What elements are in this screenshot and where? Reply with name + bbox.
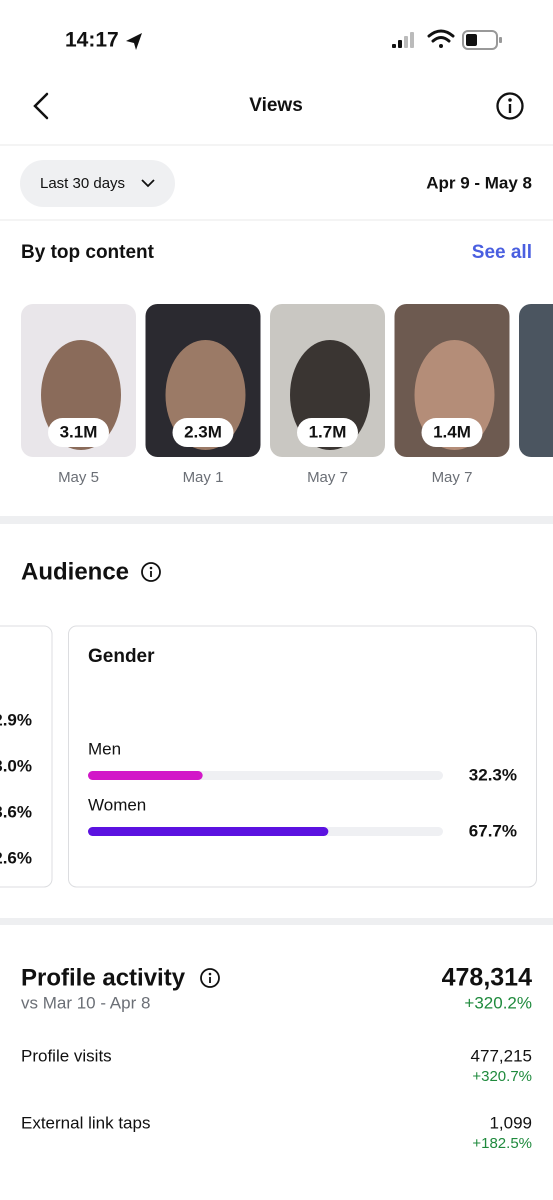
- status-time: 14:17: [65, 29, 119, 52]
- row-value: 477,215: [471, 1046, 532, 1065]
- section-title: Audience: [21, 558, 129, 585]
- section-separator: [0, 516, 553, 524]
- card: [0, 625, 53, 888]
- back-button[interactable]: [33, 92, 49, 120]
- views-pill: [172, 418, 234, 447]
- period-dropdown[interactable]: [20, 160, 175, 207]
- percent-label: 67.7%: [469, 821, 517, 840]
- thumbnail-date: May 1: [183, 469, 224, 486]
- section-title: By top content: [21, 242, 155, 263]
- views-pill: [421, 418, 483, 447]
- thumbnail-date: May 5: [58, 469, 99, 486]
- gender-label: Women: [88, 795, 146, 814]
- thumbnail-date: May 7: [432, 469, 473, 486]
- change: +320.2%: [464, 993, 532, 1012]
- comparison: vs Mar 10 - Apr 8: [21, 993, 150, 1012]
- total: 478,314: [442, 964, 532, 992]
- row-label: Profile visits: [21, 1046, 112, 1065]
- left-card-values: 2.9% 3.0% 3.6% 2.6%: [0, 710, 32, 867]
- card-title: Gender: [88, 646, 155, 667]
- gender-label: Men: [88, 739, 121, 758]
- info-icon[interactable]: [200, 968, 220, 988]
- row-value: 1,099: [489, 1113, 532, 1132]
- thumbnails: 3.1M May 5 2.3M May 1 1.7M May 7 1.4M May 7: [21, 304, 553, 486]
- page-title: Views: [249, 95, 303, 116]
- percent-label: 3.0%: [0, 756, 32, 775]
- views-label: 2.3M: [184, 422, 222, 441]
- bar: [88, 827, 329, 836]
- percent-label: 32.3%: [469, 765, 517, 784]
- percent-label: 2.6%: [0, 848, 32, 867]
- thumbnail-date: May 7: [307, 469, 348, 486]
- info-icon[interactable]: [141, 562, 161, 582]
- views-label: 3.1M: [60, 422, 98, 441]
- chevron: [141, 179, 155, 188]
- views-label: 1.7M: [309, 422, 347, 441]
- location-icon: [126, 33, 142, 50]
- period-label: Last 30 days: [40, 175, 125, 192]
- percent-label: 2.9%: [0, 710, 32, 729]
- row-change: +182.5%: [472, 1135, 532, 1152]
- thumbnail: [519, 304, 553, 457]
- signal-icon: [392, 32, 414, 48]
- see-all-link[interactable]: See all: [472, 242, 532, 263]
- date-range: Apr 9 - May 8: [426, 173, 532, 192]
- section-separator: [0, 918, 553, 925]
- activity-rows: Profile visits 477,215 +320.7% External lin…: [21, 1046, 532, 1151]
- info-button[interactable]: [496, 92, 524, 120]
- row-label: External link taps: [21, 1113, 150, 1132]
- section-title: Profile activity: [21, 964, 186, 991]
- wifi-icon: [427, 29, 455, 48]
- gender-card: [68, 625, 537, 888]
- views-label: 1.4M: [433, 422, 471, 441]
- views-pill: [297, 418, 358, 447]
- row-change: +320.7%: [472, 1068, 532, 1085]
- gender-bars: Men 32.3% Women 67.7%: [88, 739, 517, 840]
- bar: [88, 771, 203, 780]
- battery-icon: [462, 30, 502, 50]
- views-pill: [48, 418, 109, 447]
- percent-label: 3.6%: [0, 802, 32, 821]
